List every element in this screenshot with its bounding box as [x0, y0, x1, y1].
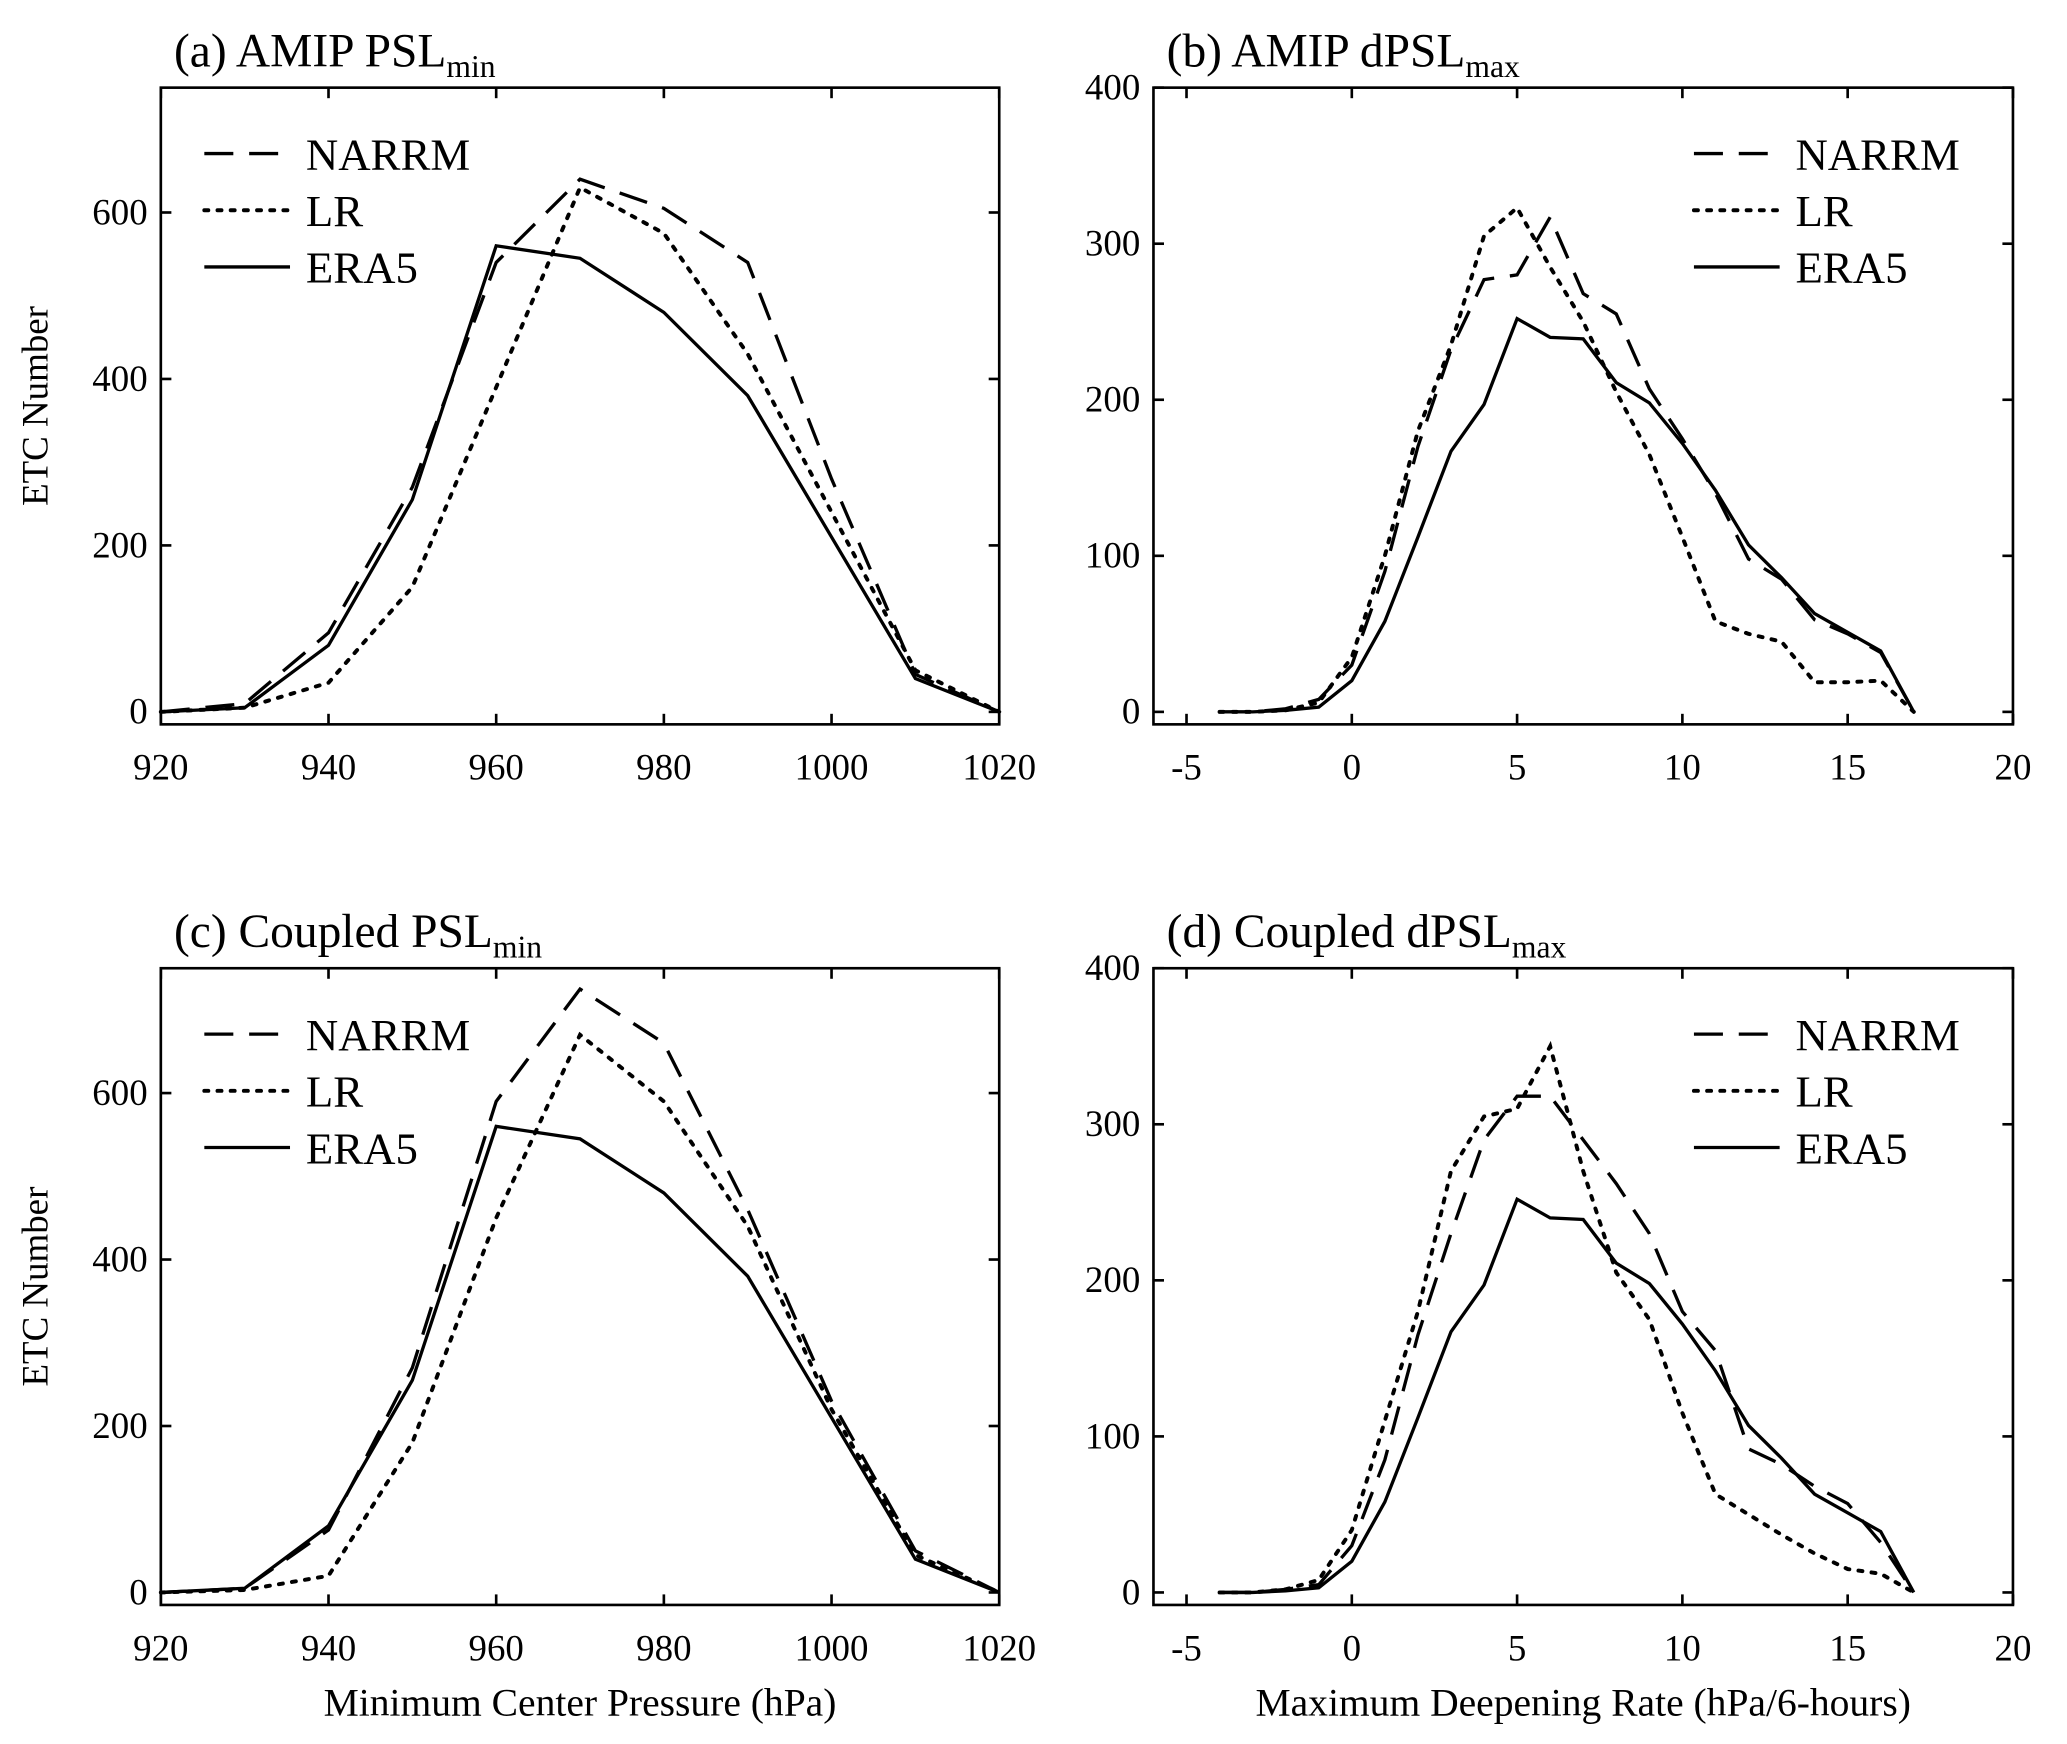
x-axis-label: Maximum Deepening Rate (hPa/6-hours)	[1255, 1681, 1910, 1725]
legend-label: ERA5	[1795, 243, 1907, 293]
x-tick-label: -5	[1171, 747, 1202, 788]
y-tick-label: 200	[92, 1405, 147, 1446]
y-tick-label: 0	[129, 1571, 147, 1612]
legend-label: LR	[1795, 186, 1852, 236]
x-tick-label: 5	[1508, 1627, 1526, 1668]
chart-title: (d) Coupled dPSLmax	[1167, 906, 1567, 965]
legend-label: ERA5	[306, 1123, 418, 1173]
title-text: (c) Coupled PSL	[174, 906, 493, 958]
legend-label: ERA5	[306, 243, 418, 293]
legend-label: NARRM	[1795, 129, 1959, 179]
y-tick-label: 300	[1085, 223, 1140, 264]
chart-title: (a) AMIP PSLmin	[174, 26, 496, 85]
legend-label: LR	[1795, 1067, 1852, 1117]
y-tick-label: 0	[1122, 691, 1140, 732]
series-line	[158, 1031, 1002, 1595]
x-axis-label: Minimum Center Pressure (hPa)	[324, 1681, 837, 1725]
legend-label: NARRM	[306, 1010, 470, 1060]
chart-title: (c) Coupled PSLmin	[174, 906, 542, 965]
y-tick-label: 100	[1085, 1415, 1140, 1456]
x-tick-label: 920	[133, 1627, 188, 1668]
panel: (b) AMIP dPSLmax-5 0 5 10 15 200100200300400N…	[1085, 26, 2031, 788]
series-line	[1219, 1196, 1916, 1595]
x-tick-label: 20	[1994, 747, 2031, 788]
x-tick-label: 920	[133, 747, 188, 788]
y-tick-label: 400	[1085, 947, 1140, 988]
plot-frame	[159, 86, 1001, 726]
legend-label: NARRM	[1795, 1010, 1959, 1060]
y-tick-label: 600	[92, 191, 147, 232]
x-tick-label: 10	[1664, 747, 1701, 788]
title-subscript: max	[1465, 49, 1520, 84]
x-tick-label: 15	[1829, 1627, 1866, 1668]
title-text: (a) AMIP PSL	[174, 26, 446, 78]
x-tick-label: 20	[1994, 1627, 2031, 1668]
y-tick-label: 400	[92, 1238, 147, 1279]
title-text: (b) AMIP dPSL	[1167, 26, 1466, 78]
x-tick-label: 0	[1343, 747, 1361, 788]
y-axis-label: ETC Number	[14, 1187, 55, 1387]
series-line	[160, 177, 1000, 714]
y-tick-label: 600	[92, 1072, 147, 1113]
x-tick-label: 10	[1664, 1627, 1701, 1668]
plot-frame	[1152, 86, 2015, 726]
title-subscript: min	[493, 930, 542, 965]
panel: (c) Coupled PSLmin 920 940 960 980 1000 1020 0 2…	[14, 906, 1036, 1725]
x-tick-label: 980	[636, 747, 691, 788]
y-tick-label: 100	[1085, 535, 1140, 576]
legend-label: LR	[306, 186, 363, 236]
y-tick-label: 300	[1085, 1103, 1140, 1144]
chart-title: (b) AMIP dPSLmax	[1167, 26, 1520, 85]
y-tick-label: 200	[1085, 1259, 1140, 1300]
y-tick-label: 200	[1085, 379, 1140, 420]
series-line	[1217, 1040, 1916, 1595]
x-tick-label: 980	[636, 1627, 691, 1668]
title-text: (d) Coupled dPSL	[1167, 906, 1512, 958]
plot-frame	[1152, 966, 2015, 1607]
legend-label: ERA5	[1795, 1123, 1907, 1173]
legend-label: NARRM	[306, 129, 470, 179]
panel: (a) AMIP PSLmin 920 940 960 980 1000 1020 0 200 4…	[14, 26, 1036, 788]
plot-frame	[159, 966, 1001, 1607]
x-tick-label: 1020	[962, 1627, 1036, 1668]
x-tick-label: 15	[1829, 747, 1866, 788]
series-line	[160, 986, 1000, 1595]
series-line	[160, 243, 1000, 714]
y-tick-label: 0	[129, 691, 147, 732]
x-tick-label: 940	[301, 747, 356, 788]
y-tick-label: 400	[1085, 67, 1140, 108]
x-tick-label: 960	[469, 747, 524, 788]
series-line	[1217, 204, 1916, 714]
x-tick-label: 960	[469, 1627, 524, 1668]
x-tick-label: 1020	[962, 747, 1036, 788]
x-tick-label: 1000	[795, 747, 869, 788]
x-tick-label: 5	[1508, 747, 1526, 788]
legend-label: LR	[306, 1067, 363, 1117]
series-line	[1219, 213, 1916, 714]
y-tick-label: 400	[92, 358, 147, 399]
series-line	[1219, 316, 1916, 714]
title-subscript: max	[1512, 930, 1567, 965]
y-axis-label: ETC Number	[14, 306, 55, 506]
title-subscript: min	[446, 49, 495, 84]
x-tick-label: 940	[301, 1627, 356, 1668]
series-line	[160, 1124, 1000, 1595]
y-tick-label: 200	[92, 524, 147, 565]
series-line	[158, 184, 1002, 714]
y-tick-label: 0	[1122, 1571, 1140, 1612]
x-tick-label: 1000	[795, 1627, 869, 1668]
panel: (d) Coupled dPSLmax-5 0 5 10 15 2001002003004…	[1085, 906, 2031, 1725]
x-tick-label: -5	[1171, 1627, 1202, 1668]
x-tick-label: 0	[1343, 1627, 1361, 1668]
